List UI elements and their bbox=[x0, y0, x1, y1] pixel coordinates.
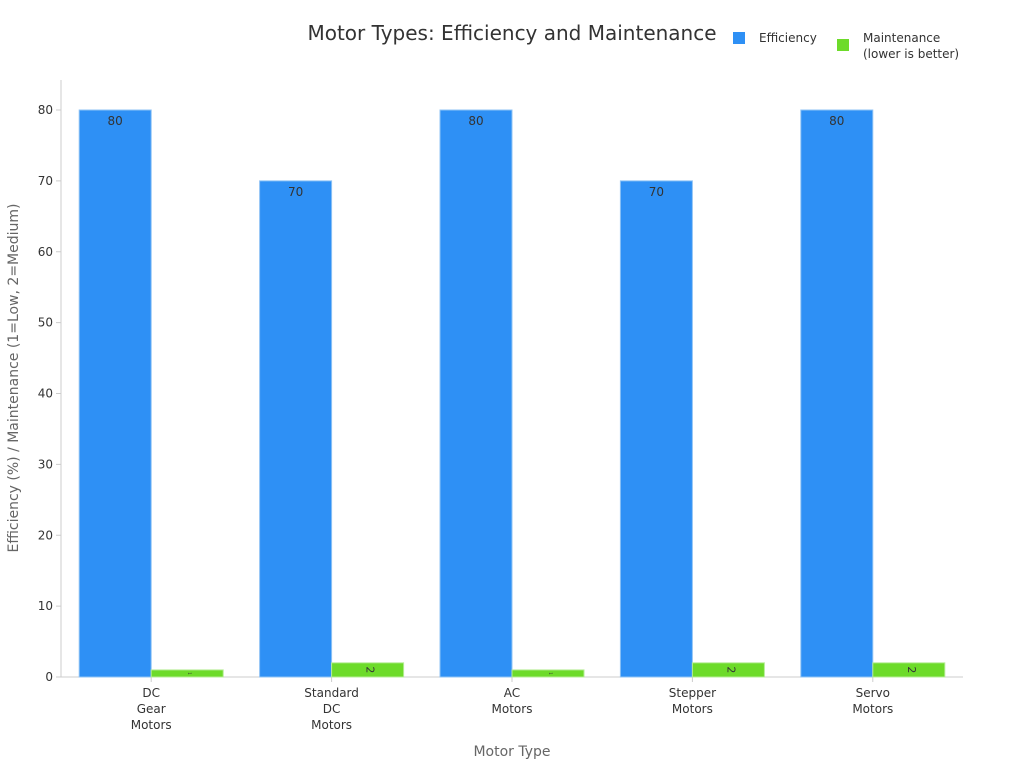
bar-efficiency bbox=[439, 109, 513, 678]
y-tick-label: 80 bbox=[38, 103, 53, 117]
chart-title: Motor Types: Efficiency and Maintenance bbox=[307, 21, 716, 45]
data-label-efficiency: 80 bbox=[829, 114, 844, 128]
y-tick-label: 50 bbox=[38, 316, 53, 330]
data-label-efficiency: 80 bbox=[468, 114, 483, 128]
y-tick-label: 20 bbox=[38, 528, 53, 542]
x-tick-label-line: Motors bbox=[852, 702, 893, 716]
legend-label-line: Maintenance bbox=[863, 31, 940, 45]
bar-maintenance bbox=[511, 669, 585, 678]
data-label-efficiency: 80 bbox=[108, 114, 123, 128]
legend-label-line: (lower is better) bbox=[863, 47, 959, 61]
x-tick-label-line: DC bbox=[323, 702, 341, 716]
x-tick-label-line: Motors bbox=[672, 702, 713, 716]
legend-swatch-efficiency bbox=[733, 32, 745, 44]
bar-maintenance bbox=[872, 662, 946, 678]
x-tick-label-line: Motors bbox=[311, 718, 352, 732]
data-label-maintenance: 1 bbox=[187, 672, 192, 675]
y-tick-label: 30 bbox=[38, 457, 53, 471]
bar-maintenance bbox=[691, 662, 765, 678]
x-tick-label-line: Standard bbox=[304, 686, 359, 700]
y-tick-label: 40 bbox=[38, 387, 53, 401]
x-axis-label: Motor Type bbox=[473, 744, 550, 760]
bar-efficiency bbox=[619, 180, 693, 678]
x-tick-label-line: Gear bbox=[137, 702, 166, 716]
bar-maintenance bbox=[150, 669, 224, 678]
data-label-maintenance: 2 bbox=[364, 666, 377, 673]
y-tick-label: 60 bbox=[38, 245, 53, 259]
legend-label-maintenance: Maintenance (lower is better) bbox=[863, 31, 959, 61]
x-tick-label-line: Motors bbox=[131, 718, 172, 732]
y-tick-label: 70 bbox=[38, 174, 53, 188]
data-label-maintenance: 2 bbox=[724, 666, 737, 673]
x-tick-label: Stepper Motors bbox=[669, 686, 716, 716]
data-label-maintenance: 1 bbox=[548, 672, 553, 675]
x-tick-label: AC Motors bbox=[492, 686, 533, 716]
data-label-maintenance: 2 bbox=[905, 666, 918, 673]
data-label-efficiency: 70 bbox=[288, 185, 303, 199]
data-label-efficiency: 70 bbox=[649, 185, 664, 199]
x-tick-label: Servo Motors bbox=[852, 686, 893, 716]
x-tick-label: DC Gear Motors bbox=[131, 686, 172, 732]
y-tick-label: 10 bbox=[38, 599, 53, 613]
x-tick-label-line: AC bbox=[504, 686, 520, 700]
bar-maintenance bbox=[331, 662, 405, 678]
y-axis-label: Efficiency (%) / Maintenance (1=Low, 2=M… bbox=[6, 204, 22, 553]
y-tick-label: 0 bbox=[45, 670, 53, 684]
bar-efficiency bbox=[800, 109, 874, 678]
bar-efficiency bbox=[259, 180, 333, 678]
x-tick-label-line: Stepper bbox=[669, 686, 716, 700]
x-tick-label-line: Servo bbox=[856, 686, 890, 700]
bar-efficiency bbox=[78, 109, 152, 678]
x-tick-label-line: DC bbox=[142, 686, 160, 700]
x-tick-label: Standard DC Motors bbox=[304, 686, 359, 732]
legend-swatch-maintenance bbox=[837, 39, 849, 51]
x-tick-label-line: Motors bbox=[492, 702, 533, 716]
legend-label-efficiency: Efficiency bbox=[759, 31, 817, 45]
